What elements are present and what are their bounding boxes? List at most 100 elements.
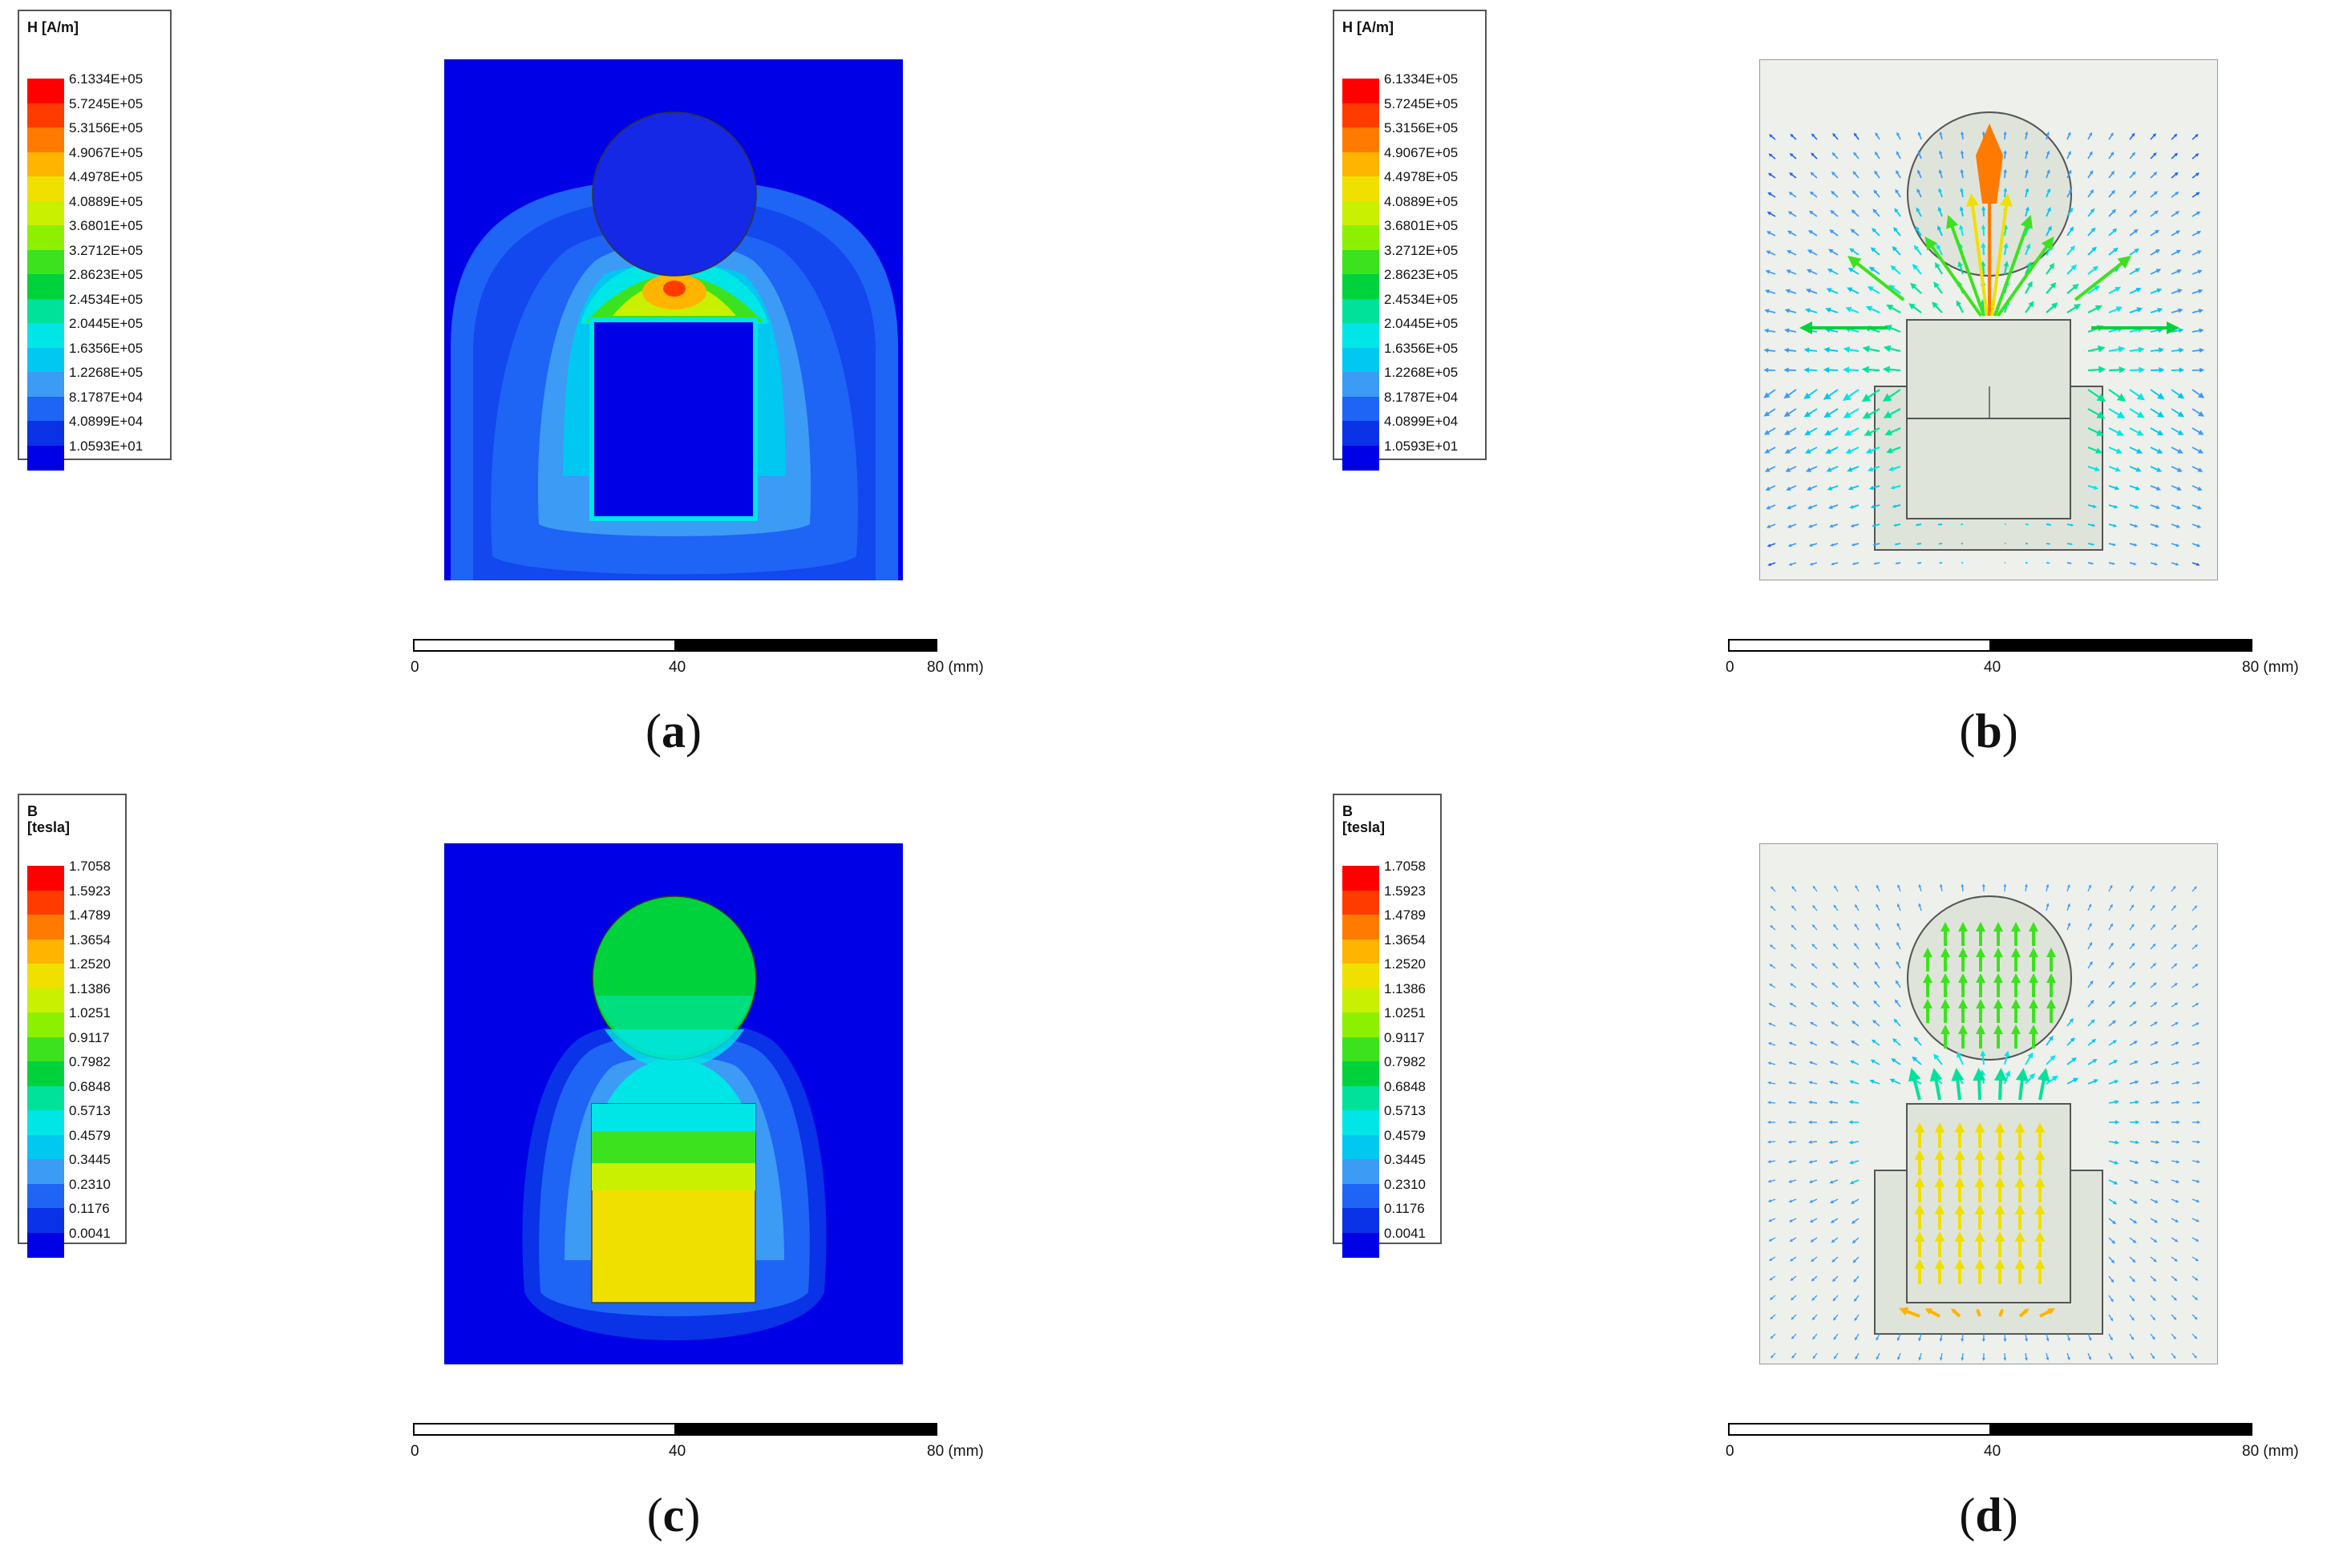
legend-swatch — [27, 200, 64, 226]
color-legend: H [A/m] 6.1334E+05 5.7245E+05 5.3156E+05 4.9… — [1333, 10, 1487, 471]
legend-label: 1.2520 — [1384, 956, 1426, 972]
legend-label: 4.9067E+05 — [69, 144, 144, 160]
legend-swatch — [1342, 1208, 1379, 1233]
panel-a: H [A/m] 6.1334E+05 5.7245E+05 5.3156E+05 4.9… — [0, 0, 1164, 784]
panel-c: B [tesla] 1.7058 1.5923 1.4789 1.3654 1.2520 1… — [0, 784, 1164, 1568]
legend-swatch — [1342, 1085, 1379, 1111]
legend-swatch — [1342, 1012, 1379, 1037]
legend-swatch — [1342, 915, 1379, 940]
legend-label: 5.3156E+05 — [1384, 120, 1459, 135]
field-plot — [444, 843, 903, 1368]
field-plot — [1758, 843, 2219, 1368]
legend-label: 1.0251 — [69, 1005, 111, 1020]
legend-label: 0.3445 — [69, 1152, 111, 1167]
color-legend: B [tesla] 1.7058 1.5923 1.4789 1.3654 1.2520 1… — [18, 794, 127, 1258]
legend-label: 6.1334E+05 — [69, 71, 144, 87]
legend-swatch — [1342, 298, 1379, 324]
legend-label: 4.0899E+04 — [69, 414, 144, 429]
legend-title: B [tesla] — [27, 803, 71, 835]
legend-label: 2.8623E+05 — [1384, 267, 1459, 282]
legend-title: H [A/m] — [1342, 19, 1394, 35]
legend-label: 0.4579 — [1384, 1127, 1426, 1143]
legend-swatch — [27, 372, 64, 397]
scale-label-40: 40 — [669, 1443, 686, 1460]
scale-label-0: 0 — [1726, 1443, 1734, 1460]
legend-swatch — [27, 1085, 64, 1111]
color-legend: B [tesla] 1.7058 1.5923 1.4789 1.3654 1.2520 1… — [1333, 794, 1442, 1258]
legend-swatch — [1342, 939, 1379, 964]
legend-swatch — [27, 964, 64, 988]
legend-swatch — [1342, 225, 1379, 250]
legend-label: 1.0593E+01 — [1384, 438, 1459, 454]
legend-label: 1.7058 — [69, 859, 111, 874]
legend-label: 1.1386 — [1384, 980, 1426, 996]
legend-swatch — [27, 1183, 64, 1209]
legend-label: 0.6848 — [69, 1078, 111, 1094]
legend-swatch — [27, 347, 64, 373]
legend-label: 3.2712E+05 — [1384, 242, 1459, 258]
scale-label-0: 0 — [1726, 659, 1734, 676]
legend-swatch — [27, 323, 64, 348]
caption-letter: b — [1975, 705, 2002, 758]
scale-label-40: 40 — [1984, 659, 2001, 676]
field-plot — [1758, 59, 2219, 584]
legend-label: 0.5713 — [69, 1103, 111, 1118]
legend-swatch — [27, 890, 64, 915]
legend-swatch — [1342, 1232, 1379, 1258]
scale-bar — [1727, 1422, 2256, 1444]
legend-label: 1.4789 — [1384, 907, 1426, 923]
legend-swatch — [27, 1061, 64, 1086]
legend-swatch — [27, 1012, 64, 1037]
caption-letter: d — [1975, 1489, 2002, 1542]
scale-label-80: 80 (mm) — [927, 659, 984, 676]
legend-label: 4.4978E+05 — [69, 169, 144, 184]
legend-swatch — [27, 866, 64, 891]
scale-label-80: 80 (mm) — [2242, 659, 2299, 676]
legend-label: 1.0593E+01 — [69, 438, 144, 454]
legend-label: 1.3654 — [1384, 932, 1426, 948]
legend-label: 0.7982 — [1384, 1054, 1426, 1069]
legend-swatch — [1342, 421, 1379, 446]
legend-label: 0.4579 — [69, 1127, 111, 1143]
legend-swatch — [1342, 988, 1379, 1013]
legend-label: 0.0041 — [1384, 1225, 1426, 1241]
scale-label-40: 40 — [669, 659, 686, 676]
scale-bar — [412, 1422, 941, 1444]
legend-label: 4.0889E+05 — [1384, 193, 1459, 209]
legend-label: 3.6801E+05 — [1384, 218, 1459, 233]
panel-caption: (c) — [646, 1489, 701, 1542]
legend-label: 1.0251 — [1384, 1005, 1426, 1020]
legend-swatch — [27, 225, 64, 250]
legend-label: 4.0889E+05 — [69, 193, 144, 209]
legend-label: 2.0445E+05 — [1384, 316, 1459, 331]
legend-swatch — [1342, 890, 1379, 915]
legend-label: 6.1334E+05 — [1384, 71, 1459, 87]
legend-swatch — [1342, 1183, 1379, 1209]
legend-swatch — [1342, 103, 1379, 128]
scale-label-40: 40 — [1984, 1443, 2001, 1460]
caption-letter: c — [662, 1489, 685, 1542]
legend-swatch — [1342, 1061, 1379, 1086]
legend-label: 0.2310 — [1384, 1176, 1426, 1192]
scale-label-0: 0 — [411, 1443, 419, 1460]
legend-label: 3.2712E+05 — [69, 242, 144, 258]
legend-title: H [A/m] — [27, 19, 79, 35]
legend-label: 5.3156E+05 — [69, 120, 144, 135]
legend-swatch — [1342, 79, 1379, 103]
legend-label: 0.1176 — [1384, 1201, 1425, 1216]
legend-label: 2.0445E+05 — [69, 316, 144, 331]
panel-caption: (b) — [1959, 705, 2018, 758]
legend-swatch — [27, 274, 64, 299]
legend-label: 0.9117 — [1384, 1029, 1425, 1045]
legend-swatch — [1342, 1134, 1379, 1160]
legend-swatch — [27, 152, 64, 177]
legend-label: 0.9117 — [69, 1029, 110, 1045]
legend-label: 1.5923 — [1384, 883, 1426, 899]
legend-swatch — [27, 176, 64, 201]
legend-swatch — [1342, 127, 1379, 152]
legend-label: 8.1787E+04 — [69, 389, 144, 405]
legend-swatch — [1342, 249, 1379, 275]
legend-swatch — [1342, 1110, 1379, 1135]
legend-swatch — [1342, 372, 1379, 397]
legend-swatch — [27, 1208, 64, 1233]
